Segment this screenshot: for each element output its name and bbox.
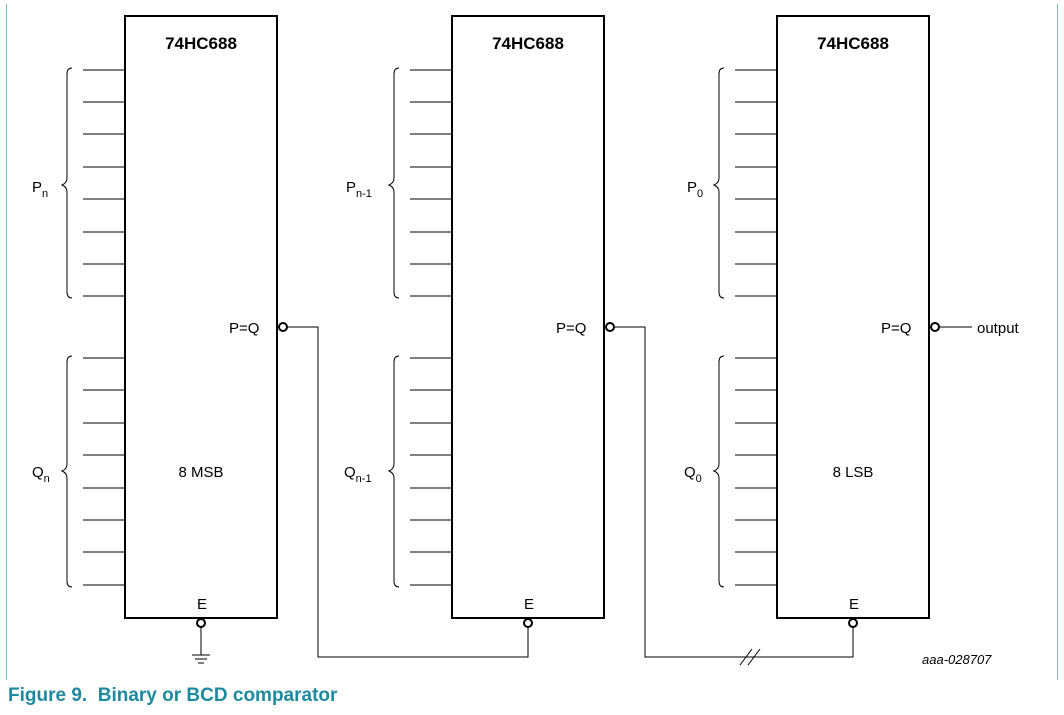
chip-2-q-pins bbox=[410, 357, 452, 586]
chip-3: 74HC688 P0 Q0 P=Q 8 LSB E bbox=[684, 15, 940, 628]
chip-1: 74HC688 Pn Qn P=Q 8 MSB E bbox=[32, 15, 288, 664]
chip-1-q-pins bbox=[83, 357, 125, 586]
chip-2: 74HC688 Pn-1 Qn-1 P=Q E bbox=[344, 15, 615, 628]
output-label: output bbox=[977, 320, 1020, 337]
chip-2-output-label: P=Q bbox=[556, 320, 586, 337]
chip-3-inner-label: 8 LSB bbox=[833, 464, 874, 481]
chip-2-title: 74HC688 bbox=[492, 34, 564, 53]
chip-3-q-brace bbox=[712, 355, 725, 588]
chip-3-output-label: P=Q bbox=[881, 320, 911, 337]
chip-1-body bbox=[124, 15, 278, 619]
chip-2-output-bubble bbox=[605, 322, 615, 332]
chip-2-body bbox=[451, 15, 605, 619]
cascade-wire-1-2 bbox=[287, 326, 529, 658]
chip-3-enable-bubble bbox=[848, 618, 858, 628]
chip-3-output-bubble bbox=[930, 322, 940, 332]
chip-2-q-brace bbox=[387, 355, 400, 588]
chip-3-p-pins bbox=[735, 69, 777, 297]
chip-1-q-brace bbox=[60, 355, 73, 588]
chip-1-output-label: P=Q bbox=[229, 320, 259, 337]
chip-2-p-pins bbox=[410, 69, 452, 297]
chip-2-enable-label: E bbox=[524, 596, 534, 613]
figure-caption: Figure 9. Binary or BCD comparator bbox=[8, 685, 338, 706]
chip-3-q-label: Q0 bbox=[684, 464, 702, 485]
chip-1-title: 74HC688 bbox=[165, 34, 237, 53]
figure-frame bbox=[6, 4, 1058, 680]
chip-3-body bbox=[776, 15, 930, 619]
ground-symbol bbox=[192, 627, 210, 664]
chip-1-p-brace bbox=[60, 67, 73, 299]
chip-3-title: 74HC688 bbox=[817, 34, 889, 53]
chip-3-enable-label: E bbox=[849, 596, 859, 613]
chip-2-enable-bubble bbox=[523, 618, 533, 628]
chip-2-p-brace bbox=[387, 67, 400, 299]
chip-1-p-label: Pn bbox=[32, 179, 48, 200]
chip-2-p-label: Pn-1 bbox=[346, 179, 372, 200]
chip-3-p-label: P0 bbox=[687, 179, 703, 200]
chip-3-q-pins bbox=[735, 357, 777, 586]
chip-1-output-bubble bbox=[278, 322, 288, 332]
cascade-wire-2-3 bbox=[614, 326, 854, 658]
chip-2-q-label: Qn-1 bbox=[344, 464, 372, 485]
break-mark bbox=[739, 648, 761, 666]
chip-1-inner-label: 8 MSB bbox=[178, 464, 223, 481]
chip-1-p-pins bbox=[83, 69, 125, 297]
chip-1-enable-bubble bbox=[196, 618, 206, 628]
chip-3-p-brace bbox=[712, 67, 725, 299]
chip-1-q-label: Qn bbox=[32, 464, 50, 485]
chip-1-enable-label: E bbox=[197, 596, 207, 613]
drawing-id: aaa-028707 bbox=[922, 652, 992, 667]
